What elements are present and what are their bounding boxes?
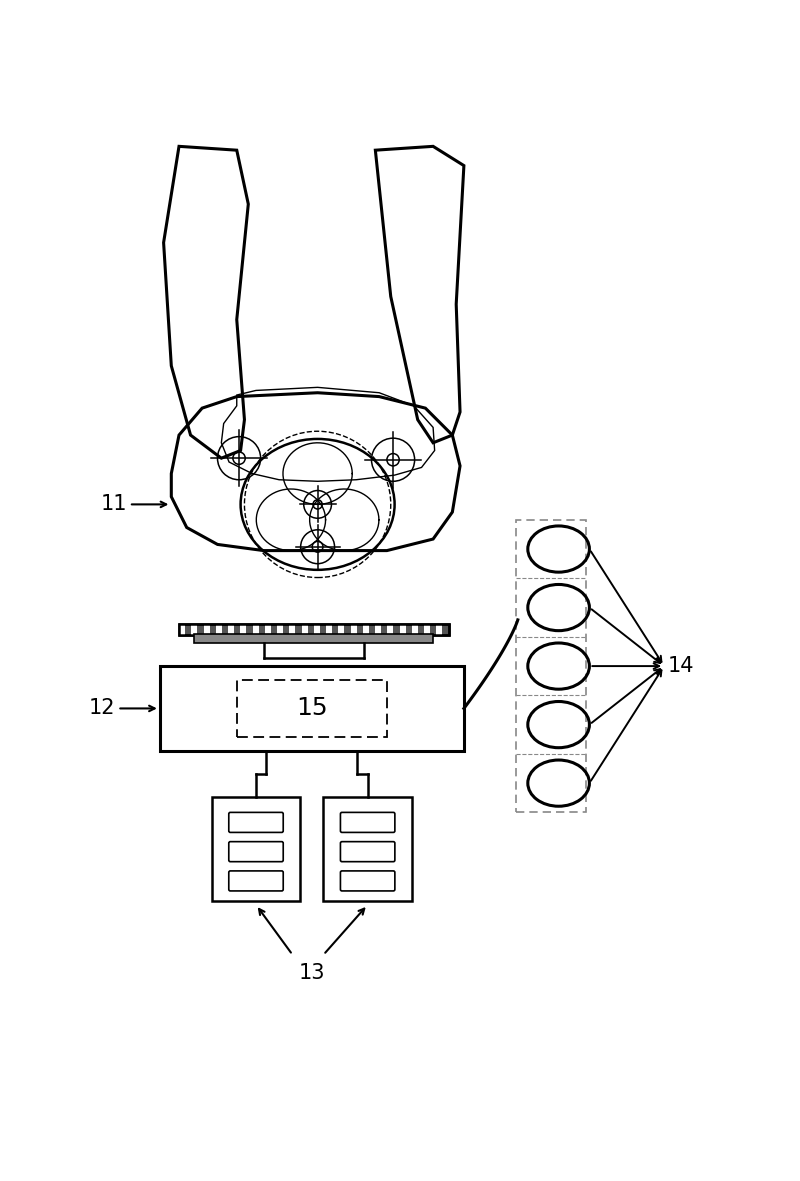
Bar — [302, 624, 308, 634]
Bar — [323, 797, 412, 901]
Text: 14: 14 — [668, 657, 694, 676]
Bar — [216, 624, 222, 634]
Bar — [179, 624, 185, 634]
Bar — [160, 666, 464, 751]
Bar — [387, 624, 394, 634]
Text: 11: 11 — [101, 495, 127, 515]
Bar — [265, 624, 271, 634]
Bar — [253, 624, 258, 634]
Bar — [290, 624, 295, 634]
Bar — [179, 624, 449, 634]
Bar — [191, 624, 198, 634]
Bar — [350, 624, 357, 634]
Bar — [237, 680, 387, 737]
Bar — [203, 624, 210, 634]
Bar — [240, 624, 246, 634]
Bar — [228, 624, 234, 634]
Text: 15: 15 — [296, 697, 328, 720]
Bar — [516, 520, 586, 813]
Text: 12: 12 — [89, 698, 115, 718]
Bar — [212, 797, 300, 901]
Bar — [326, 624, 332, 634]
Bar — [179, 624, 449, 634]
Bar — [194, 634, 433, 642]
Bar — [314, 624, 320, 634]
Bar — [375, 624, 381, 634]
Text: 13: 13 — [298, 963, 325, 983]
Bar — [399, 624, 406, 634]
Bar — [436, 624, 442, 634]
Bar — [362, 624, 369, 634]
Bar — [277, 624, 283, 634]
Bar — [412, 624, 418, 634]
Bar — [424, 624, 430, 634]
Bar — [338, 624, 344, 634]
